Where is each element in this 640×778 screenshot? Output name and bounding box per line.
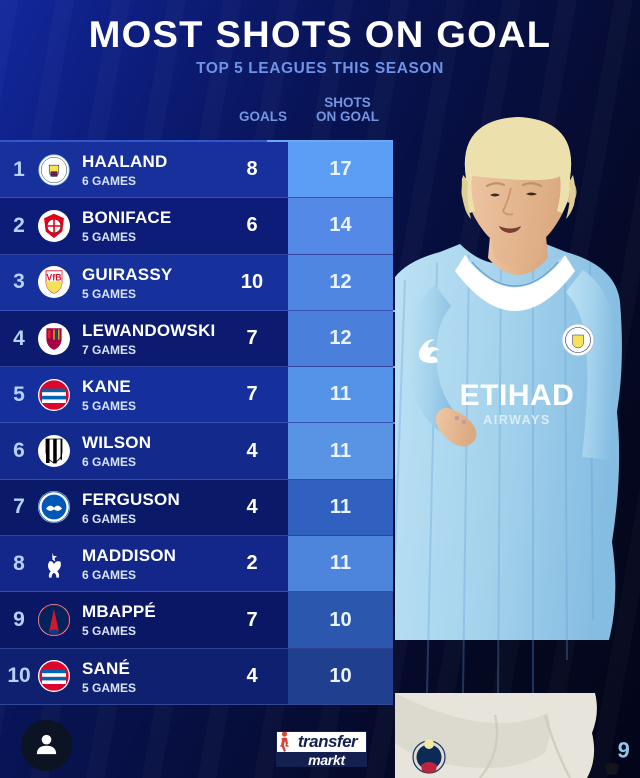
svg-text:AIRWAYS: AIRWAYS [483,413,550,427]
svg-text:VfB: VfB [46,273,61,283]
svg-text:ETIHAD: ETIHAD [460,379,575,412]
svg-text:9: 9 [617,737,631,763]
